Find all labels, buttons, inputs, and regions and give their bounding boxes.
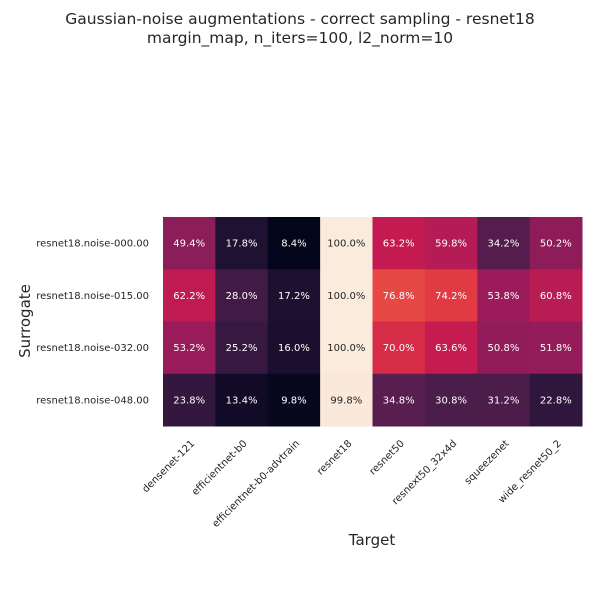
heatmap-cell <box>424 269 478 322</box>
cell-value-label: 28.0% <box>226 291 258 302</box>
heatmap-cell <box>529 321 583 375</box>
heatmap-cell <box>529 217 583 270</box>
heatmap-cells <box>163 217 583 427</box>
heatmap-cell <box>372 321 426 375</box>
heatmap-cell <box>320 321 373 375</box>
cell-value-label: 34.2% <box>488 239 520 250</box>
heatmap-cell <box>529 269 583 322</box>
heatmap-cell <box>267 373 321 427</box>
cell-value-label: 17.8% <box>226 239 258 250</box>
cell-value-label: 34.8% <box>383 395 415 406</box>
heatmap-cell <box>424 373 478 427</box>
cell-value-label: 100.0% <box>327 291 365 302</box>
cell-value-label: 53.2% <box>173 343 205 354</box>
cell-value-label: 76.8% <box>383 291 415 302</box>
heatmap-cell <box>477 269 531 322</box>
heatmap-cell <box>163 217 216 270</box>
heatmap-cell <box>215 321 269 375</box>
heatmap-cell <box>215 373 269 427</box>
cell-value-label: 51.8% <box>540 343 572 354</box>
heatmap-cell <box>320 217 373 270</box>
x-tick-label: resnet50 <box>368 438 407 477</box>
heatmap-cell <box>477 373 531 427</box>
heatmap-cell <box>372 269 426 322</box>
heatmap-cell <box>163 321 216 375</box>
x-tick-label: efficientnet-b0 <box>190 438 250 498</box>
cell-value-label: 60.8% <box>540 291 572 302</box>
y-tick-label: resnet18.noise-048.00 <box>36 395 149 406</box>
cell-value-label: 100.0% <box>327 239 365 250</box>
cell-value-label: 70.0% <box>383 343 415 354</box>
cell-value-label: 59.8% <box>435 239 467 250</box>
x-tick-label: resnet18 <box>315 438 354 477</box>
heatmap-cell <box>529 373 583 427</box>
cell-value-label: 30.8% <box>435 395 467 406</box>
x-axis-label: Target <box>348 531 396 549</box>
cell-value-label: 50.8% <box>488 343 520 354</box>
cell-value-label: 50.2% <box>540 239 572 250</box>
heatmap-cell <box>163 269 216 322</box>
chart-title-line-2: margin_map, n_iters=100, l2_norm=10 <box>147 29 453 48</box>
heatmap-cell <box>267 269 321 322</box>
heatmap-cell <box>320 373 373 427</box>
heatmap-cell <box>320 269 373 322</box>
heatmap-cell <box>267 321 321 375</box>
heatmap-cell <box>477 217 531 270</box>
cell-value-label: 9.8% <box>281 395 306 406</box>
cell-value-label: 23.8% <box>173 395 205 406</box>
x-tick-label: squeezenet <box>463 438 512 487</box>
heatmap-cell <box>372 217 426 270</box>
cell-value-label: 16.0% <box>278 343 310 354</box>
y-tick-label: resnet18.noise-015.00 <box>36 291 149 302</box>
y-tick-label: resnet18.noise-032.00 <box>36 343 149 354</box>
cell-value-label: 17.2% <box>278 291 310 302</box>
heatmap-cell <box>215 269 269 322</box>
y-axis-tick-labels: resnet18.noise-000.00 resnet18.noise-015.… <box>36 239 149 407</box>
chart-title-line-1: Gaussian-noise augmentations - correct s… <box>65 10 535 28</box>
x-tick-label: densenet-121 <box>141 438 198 495</box>
heatmap-cell <box>424 321 478 375</box>
heatmap-cell-labels: 49.4% 17.8% 8.4% 100.0% 63.2% 59.8% 34.2% 50.2%… <box>173 239 571 407</box>
cell-value-label: 25.2% <box>226 343 258 354</box>
cell-value-label: 22.8% <box>540 395 572 406</box>
cell-value-label: 63.2% <box>383 239 415 250</box>
cell-value-label: 62.2% <box>173 291 205 302</box>
heatmap-cell <box>267 217 321 270</box>
heatmap-cell <box>477 321 531 375</box>
y-axis-label: Surrogate <box>16 284 34 358</box>
cell-value-label: 100.0% <box>327 343 365 354</box>
x-tick-label: efficientnet-b0-advtrain <box>210 438 302 530</box>
heatmap-cell <box>372 373 426 427</box>
heatmap-cell <box>424 217 478 270</box>
heatmap-cell <box>163 373 216 427</box>
cell-value-label: 49.4% <box>173 239 205 250</box>
cell-value-label: 53.8% <box>488 291 520 302</box>
cell-value-label: 31.2% <box>488 395 520 406</box>
y-tick-label: resnet18.noise-000.00 <box>36 239 149 250</box>
cell-value-label: 63.6% <box>435 343 467 354</box>
x-axis-tick-labels: densenet-121efficientnet-b0efficientnet-… <box>141 438 564 530</box>
cell-value-label: 13.4% <box>226 395 258 406</box>
heatmap-cell <box>215 217 269 270</box>
cell-value-label: 99.8% <box>330 395 362 406</box>
cell-value-label: 8.4% <box>281 239 306 250</box>
cell-value-label: 74.2% <box>435 291 467 302</box>
